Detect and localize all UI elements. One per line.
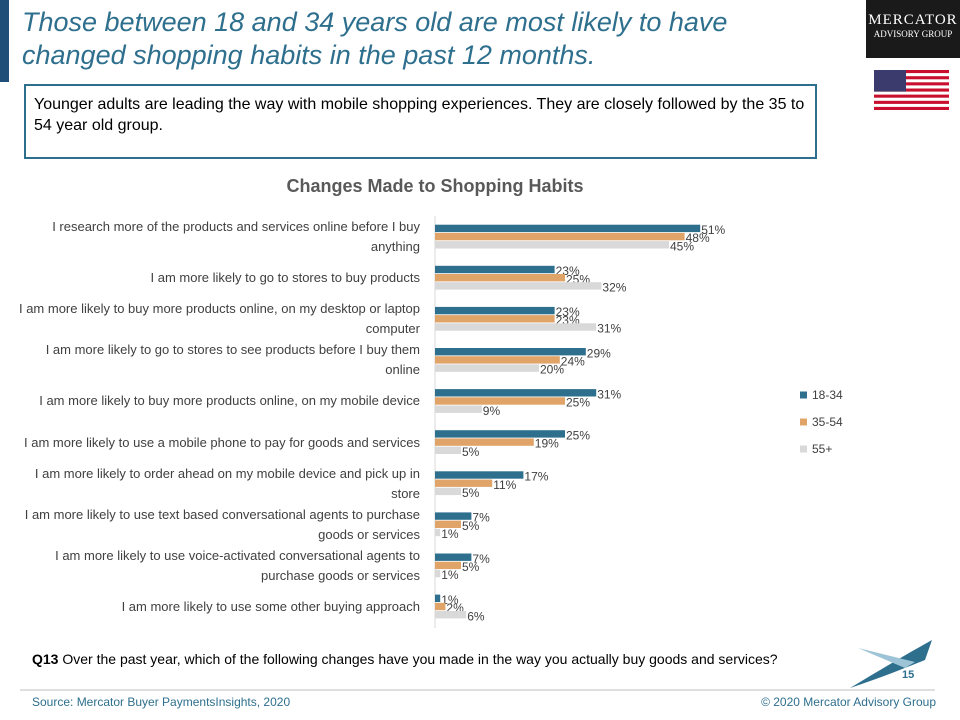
bar xyxy=(435,224,701,233)
bar xyxy=(435,487,461,496)
callout: Younger adults are leading the way with … xyxy=(24,84,817,159)
data-label: 7% xyxy=(472,552,490,566)
logo: Mercator Advisory Group xyxy=(866,0,960,58)
data-label: 25% xyxy=(566,396,590,410)
bar xyxy=(435,282,602,290)
data-label: 5% xyxy=(462,560,480,574)
question-label: Q13 xyxy=(32,651,59,667)
data-label: 24% xyxy=(561,354,585,368)
category-label: I am more likely to order ahead on my mo… xyxy=(34,465,420,501)
legend-label: 55+ xyxy=(812,442,832,456)
data-label: 6% xyxy=(467,609,485,623)
bar xyxy=(435,274,565,282)
category-label: I am more likely to use text based conve… xyxy=(24,506,420,542)
copyright: © 2020 Mercator Advisory Group xyxy=(761,695,936,709)
bar xyxy=(435,241,669,249)
bar xyxy=(435,471,524,479)
data-label: 19% xyxy=(535,437,559,451)
question-text: Over the past year, which of the followi… xyxy=(62,651,778,667)
data-label: 32% xyxy=(602,280,626,294)
legend-swatch xyxy=(800,391,807,399)
category-label: I am more likely to use some other buyin… xyxy=(121,598,420,614)
us-flag xyxy=(874,70,949,110)
accent-bar xyxy=(0,0,9,82)
bar xyxy=(435,438,534,446)
legend-label: 18-34 xyxy=(812,388,843,402)
source: Source: Mercator Buyer PaymentsInsights,… xyxy=(32,695,291,709)
bar xyxy=(435,479,493,487)
data-label: 9% xyxy=(483,404,501,418)
bar xyxy=(435,306,555,315)
bar xyxy=(435,528,441,537)
bar xyxy=(435,405,482,413)
legend-swatch xyxy=(800,445,807,453)
bar xyxy=(435,569,441,578)
category-label: I am more likely to use voice-activated … xyxy=(55,547,420,583)
bar xyxy=(435,602,446,611)
legend-label: 35-54 xyxy=(812,415,843,429)
category-label: I am more likely to use a mobile phone t… xyxy=(24,434,420,450)
data-label: 51% xyxy=(701,223,725,237)
data-label: 48% xyxy=(686,231,710,245)
category-label: I am more likely to go to stores to see … xyxy=(45,342,420,378)
data-label: 1% xyxy=(441,527,459,541)
legend-swatch xyxy=(800,418,807,426)
chart-title: Changes Made to Shopping Habits xyxy=(286,176,584,196)
data-label: 17% xyxy=(524,470,548,484)
data-label: 31% xyxy=(597,387,621,401)
data-label: 11% xyxy=(493,478,516,492)
data-label: 1% xyxy=(441,568,459,582)
data-label: 1% xyxy=(441,593,459,607)
data-label: 31% xyxy=(597,322,621,336)
category-label: I research more of the products and serv… xyxy=(52,219,420,254)
logo-line: Mercator xyxy=(868,12,958,28)
data-label: 5% xyxy=(462,445,480,459)
question: Q13 Over the past year, which of the fol… xyxy=(32,650,882,669)
bar xyxy=(435,348,586,356)
page-number: 15 xyxy=(902,669,915,681)
logo-line: Advisory Group xyxy=(873,29,953,39)
bar xyxy=(435,512,472,520)
bar xyxy=(435,611,467,619)
data-label: 5% xyxy=(462,519,480,533)
bar xyxy=(435,265,555,274)
category-label: I am more likely to buy more products on… xyxy=(18,301,420,337)
swoosh xyxy=(858,648,915,668)
data-label: 45% xyxy=(670,239,694,253)
swoosh xyxy=(850,640,932,688)
bar xyxy=(435,430,565,438)
data-label: 20% xyxy=(540,363,564,377)
bar xyxy=(435,520,461,528)
data-label: 29% xyxy=(587,346,611,360)
bar xyxy=(435,315,555,323)
bar xyxy=(435,561,461,570)
bar xyxy=(435,356,560,364)
data-label: 23% xyxy=(556,305,580,319)
category-label: I am more likely to go to stores to buy … xyxy=(150,270,420,286)
bar xyxy=(435,446,461,454)
data-label: 25% xyxy=(566,428,590,442)
bar xyxy=(435,389,597,397)
data-label: 5% xyxy=(462,486,480,500)
bar xyxy=(435,594,441,602)
bar xyxy=(435,553,472,561)
bar xyxy=(435,232,685,241)
bar xyxy=(435,397,565,405)
bar xyxy=(435,323,597,331)
bar xyxy=(435,364,539,372)
category-label: I am more likely to buy more products on… xyxy=(39,393,420,409)
slide-title: Those between 18 and 34 years old are mo… xyxy=(22,7,728,70)
data-label: 7% xyxy=(472,511,490,525)
